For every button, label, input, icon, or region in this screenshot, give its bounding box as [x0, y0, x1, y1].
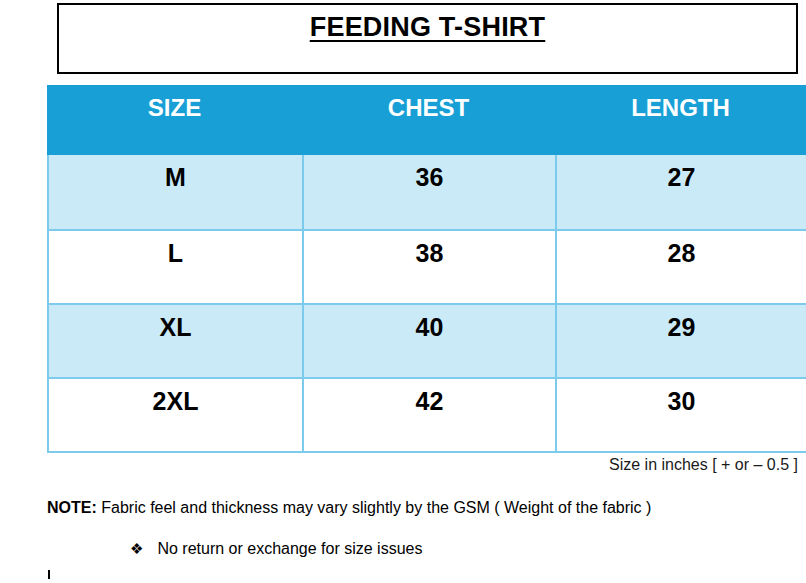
note-text: Fabric feel and thickness may vary sligh…	[97, 499, 652, 516]
note-label: NOTE:	[47, 499, 97, 516]
size-chart-table: SIZE CHEST LENGTH M 36 27 L 38 28 XL 40 …	[47, 85, 806, 453]
table-row: L 38 28	[47, 229, 806, 303]
cell-length: 29	[557, 305, 806, 377]
cell-chest: 36	[304, 155, 557, 229]
text-cursor-mark	[48, 570, 50, 579]
cell-length: 28	[557, 231, 806, 303]
table-row: 2XL 42 30	[47, 377, 806, 453]
cell-length: 27	[557, 155, 806, 229]
cell-length: 30	[557, 379, 806, 451]
size-units-caption: Size in inches [ + or – 0.5 ]	[609, 456, 798, 474]
table-header-row: SIZE CHEST LENGTH	[47, 85, 806, 155]
title-box: FEEDING T-SHIRT	[57, 3, 798, 74]
column-header-chest: CHEST	[302, 85, 555, 155]
cell-chest: 38	[304, 231, 557, 303]
column-header-length: LENGTH	[555, 85, 806, 155]
cell-size: XL	[49, 305, 304, 377]
column-header-size: SIZE	[47, 85, 302, 155]
cell-size: M	[49, 155, 304, 229]
diamond-bullet-icon: ❖	[130, 540, 143, 558]
cell-size: L	[49, 231, 304, 303]
bullet-text: No return or exchange for size issues	[157, 540, 422, 558]
note-line: NOTE: Fabric feel and thickness may vary…	[47, 499, 651, 517]
bullet-line: ❖ No return or exchange for size issues	[130, 540, 422, 558]
table-row: XL 40 29	[47, 303, 806, 377]
cell-chest: 40	[304, 305, 557, 377]
table-row: M 36 27	[47, 155, 806, 229]
page-title: FEEDING T-SHIRT	[310, 12, 546, 43]
cell-chest: 42	[304, 379, 557, 451]
cell-size: 2XL	[49, 379, 304, 451]
